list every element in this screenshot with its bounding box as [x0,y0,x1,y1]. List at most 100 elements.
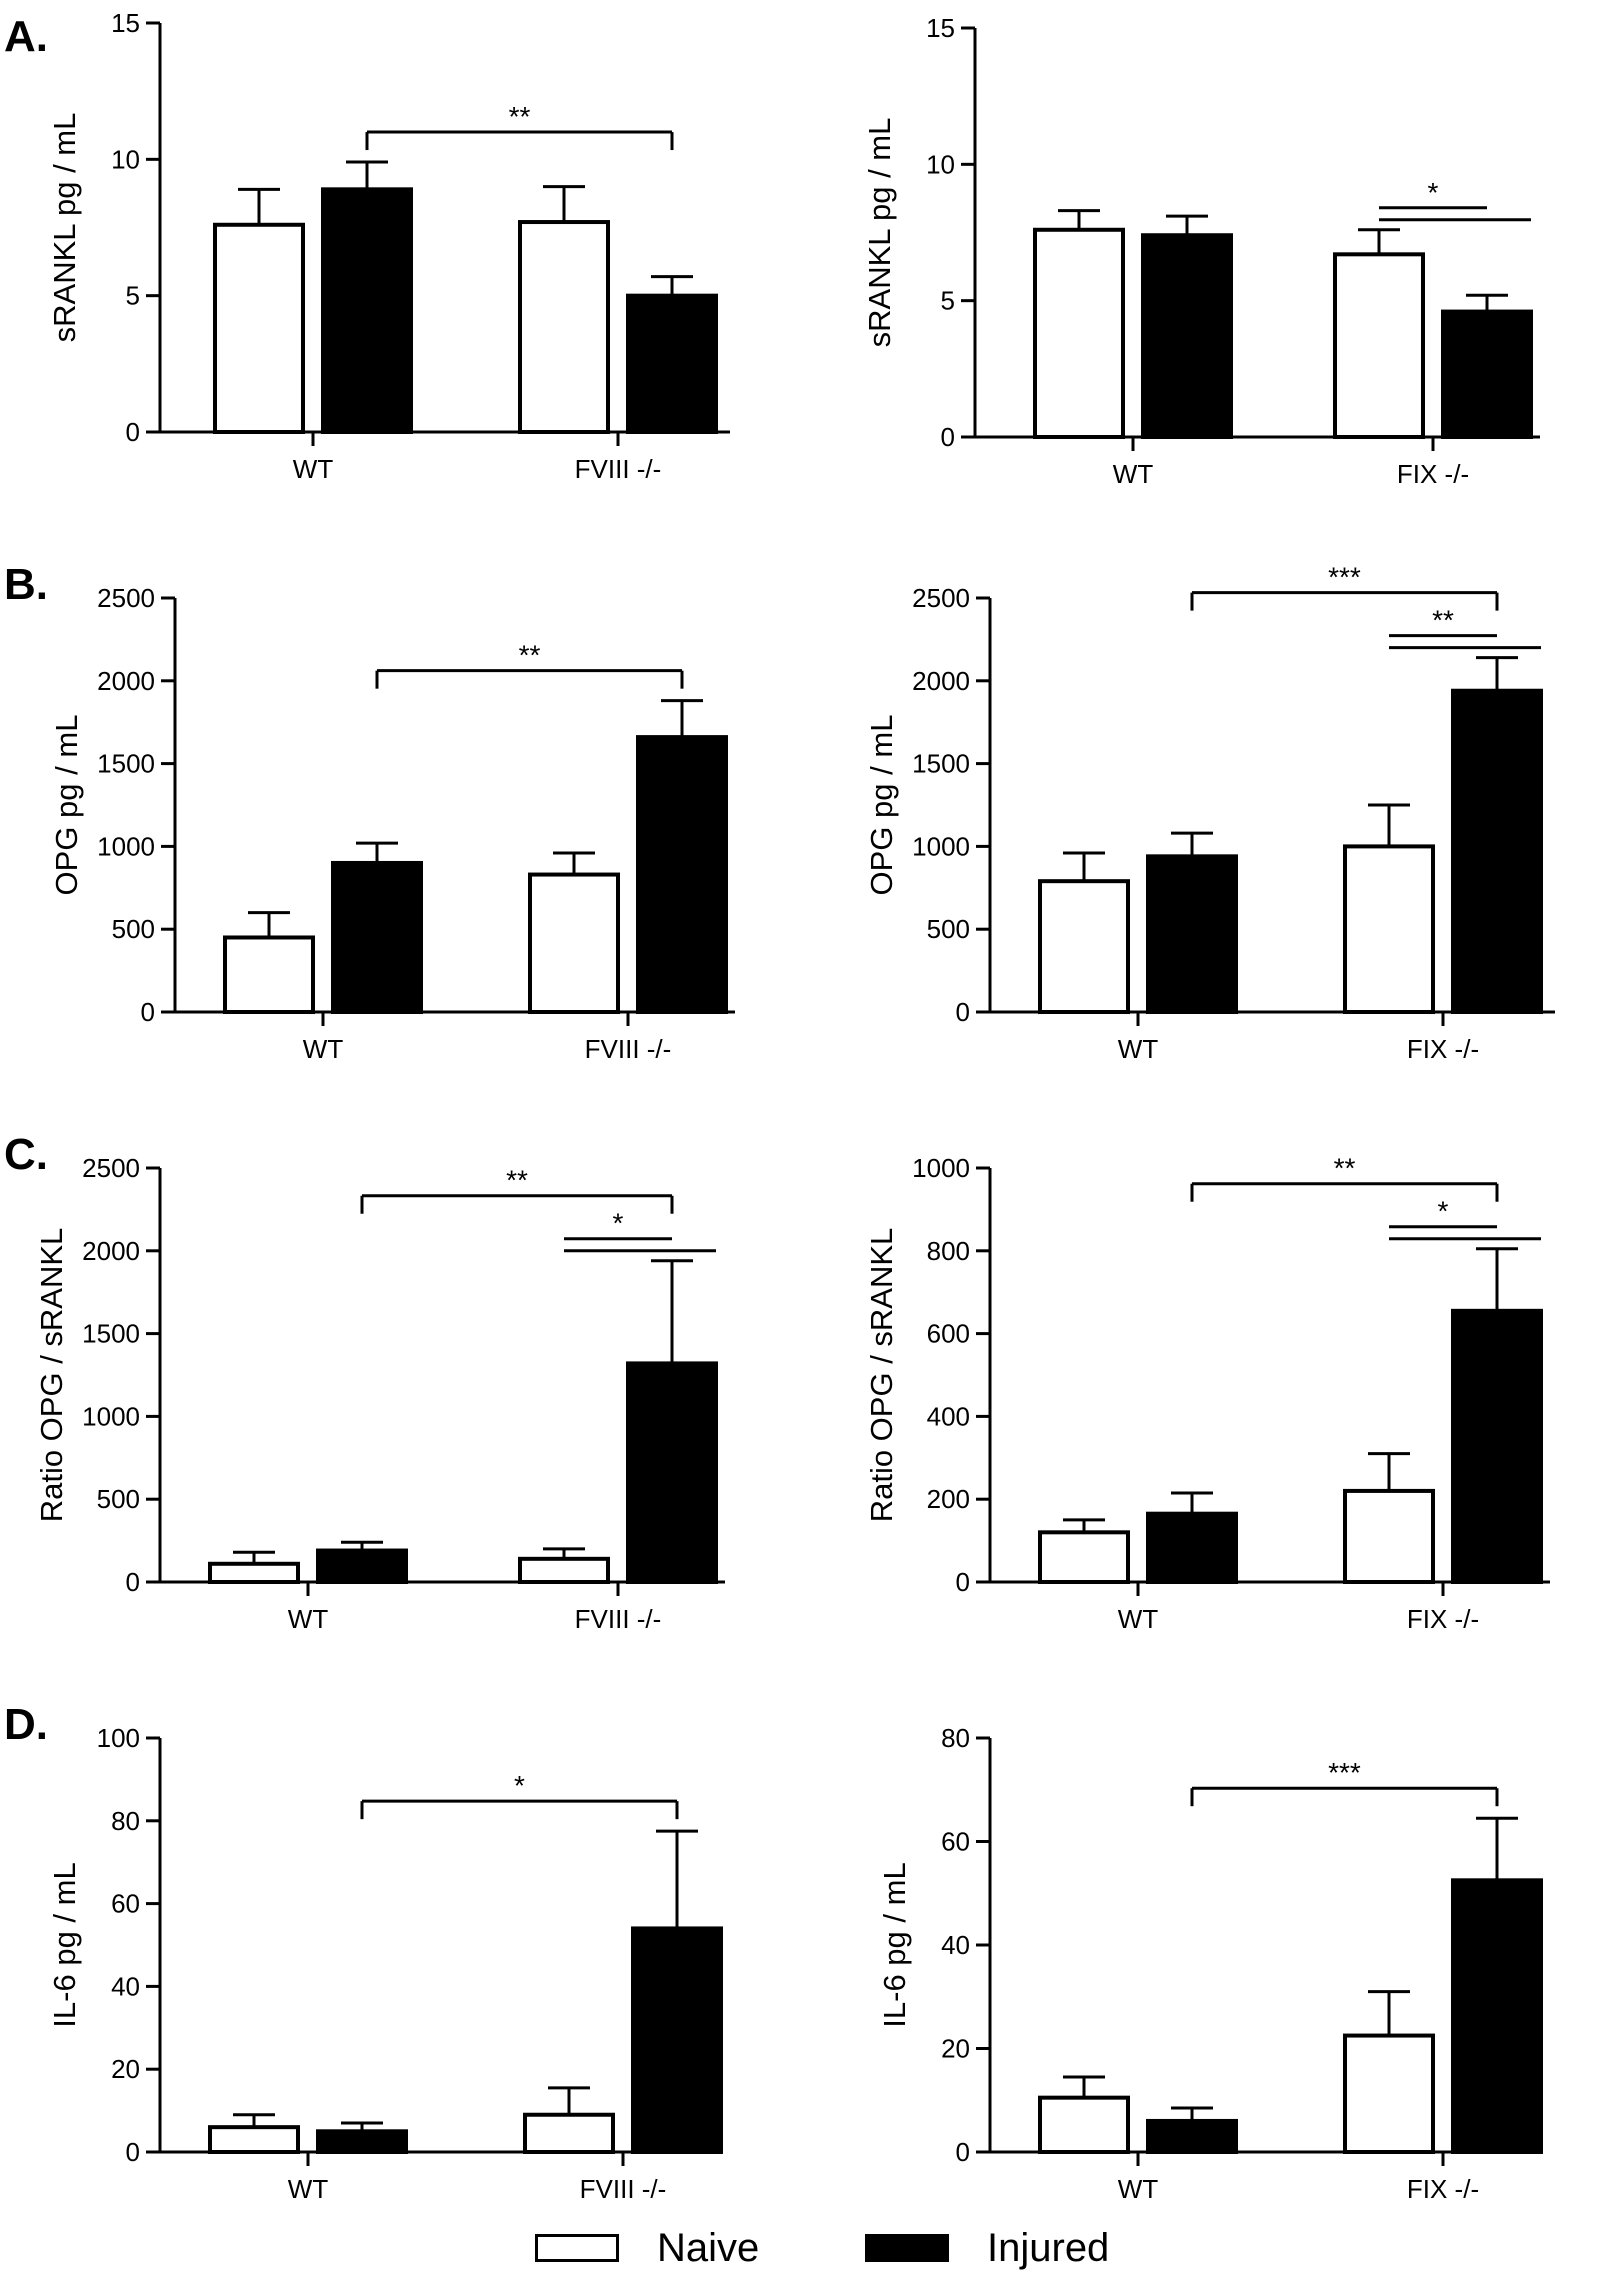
c-left-y-tick-label: 2500 [82,1153,140,1183]
legend-swatch-naive [535,2234,619,2262]
b-left-bar-naive [528,872,620,1014]
d-right-bar-injured [1146,2118,1238,2154]
c-left-bar-injured [316,1548,408,1585]
d-right-x-tick-label: FIX -/- [1407,2174,1479,2204]
d-left-bar-naive [208,2125,300,2154]
b-left-y-tick-label: 2000 [97,666,155,696]
b-right-y-tick-label: 2000 [912,666,970,696]
a-left-x-tick-label: FVIII -/- [575,454,662,484]
c-right-bar-injured [1146,1511,1238,1584]
b-right-y-label: OPG pg / mL [864,715,899,896]
d-right-bar-injured [1451,1878,1543,2154]
d-right-y-tick-label: 20 [941,2034,970,2064]
b-right-bar-naive [1038,879,1130,1015]
c-right-x-tick-label: FIX -/- [1407,1604,1479,1634]
a-left-y-tick-label: 10 [111,144,140,174]
a-right-x-tick-label: FIX -/- [1397,459,1469,489]
a-left-y-tick-label: 0 [126,417,140,447]
panel-letter-c: C. [4,1130,48,1179]
c-left-x-tick-label: WT [288,1604,329,1634]
b-left-y-tick-label: 2500 [97,583,155,613]
b-left-bar-injured [331,860,423,1015]
a-left-x-tick-label: WT [293,454,334,484]
legend: Naive Injured [535,2218,1235,2278]
d-right-y-tick-label: 60 [941,1827,970,1857]
d-left-y-tick-label: 40 [111,1971,140,2001]
c-right-y-tick-label: 800 [927,1236,970,1266]
b-right-significance-label: *** [1328,562,1361,593]
b-right-y-tick-label: 0 [956,997,970,1027]
legend-item-injured: Injured [865,2218,1109,2278]
c-right-y-tick-label: 600 [927,1319,970,1349]
d-left-bar-naive [523,2112,615,2154]
a-right-bar-naive [1033,227,1125,439]
panel-letter-b: B. [4,560,48,609]
b-right-x-tick-label: FIX -/- [1407,1034,1479,1064]
b-right-bar-naive [1343,844,1435,1015]
c-left-y-tick-label: 1500 [82,1319,140,1349]
c-left-bar-injured [626,1361,718,1584]
a-right-y-label: sRANKL pg / mL [862,118,897,348]
d-right-significance-label: *** [1328,1757,1361,1788]
b-left-y-label: OPG pg / mL [49,715,84,896]
a-left-bar-injured [321,187,413,434]
c-left-y-label: Ratio OPG / sRANKL [34,1228,69,1523]
a-right-bar-injured [1441,309,1533,439]
c-right-y-tick-label: 200 [927,1484,970,1514]
b-left-x-tick-label: WT [303,1034,344,1064]
legend-label-injured: Injured [987,2225,1110,2270]
c-left-significance-label: ** [506,1165,528,1196]
d-left-y-tick-label: 0 [126,2137,140,2167]
b-right-y-tick-label: 1500 [912,749,970,779]
a-right-y-tick-label: 15 [926,13,955,43]
b-right-bar-injured [1451,688,1543,1015]
b-left-y-tick-label: 500 [112,914,155,944]
c-right-bar-naive [1343,1488,1435,1585]
b-left-x-tick-label: FVIII -/- [585,1034,672,1064]
c-left-y-tick-label: 2000 [82,1236,140,1266]
c-right-x-tick-label: WT [1118,1604,1159,1634]
d-right-bar-naive [1038,2095,1130,2155]
a-right-significance-label: * [1428,177,1439,208]
b-left-bar-injured [636,735,728,1014]
b-right-y-tick-label: 1000 [912,831,970,861]
c-right-y-label: Ratio OPG / sRANKL [864,1228,899,1523]
b-left-y-tick-label: 1000 [97,831,155,861]
d-left-bar-injured [631,1926,723,2154]
c-left-y-tick-label: 1000 [82,1401,140,1431]
a-left-significance-label: ** [509,101,531,132]
c-left-x-tick-label: FVIII -/- [575,1604,662,1634]
c-left-bar-naive [208,1561,300,1585]
panel-letter-d: D. [4,1700,48,1749]
b-right-significance-label: ** [1432,605,1454,636]
d-right-y-tick-label: 40 [941,1930,970,1960]
legend-swatch-injured [865,2234,949,2262]
d-left-x-tick-label: FVIII -/- [580,2174,667,2204]
a-right-bar-naive [1333,252,1425,439]
d-left-y-tick-label: 60 [111,1889,140,1919]
b-right-y-tick-label: 500 [927,914,970,944]
d-left-bar-injured [316,2129,408,2155]
a-right-bar-injured [1141,233,1233,439]
c-right-y-tick-label: 400 [927,1401,970,1431]
d-right-y-tick-label: 0 [956,2137,970,2167]
b-right-y-tick-label: 2500 [912,583,970,613]
c-left-y-tick-label: 0 [126,1567,140,1597]
c-right-significance-label: * [1438,1196,1449,1227]
d-right-y-label: IL-6 pg / mL [877,1862,912,2027]
c-right-significance-label: ** [1334,1153,1356,1184]
d-right-bar-naive [1343,2033,1435,2154]
d-right-y-tick-label: 80 [941,1723,970,1753]
d-left-y-tick-label: 100 [97,1723,140,1753]
a-left-bar-naive [213,222,305,434]
legend-label-naive: Naive [657,2225,760,2270]
c-right-bar-naive [1038,1530,1130,1584]
c-right-bar-injured [1451,1308,1543,1584]
c-right-y-tick-label: 1000 [912,1153,970,1183]
panel-letter-a: A. [4,12,48,61]
d-left-y-tick-label: 80 [111,1806,140,1836]
c-right-y-tick-label: 0 [956,1567,970,1597]
b-left-y-tick-label: 1500 [97,749,155,779]
a-right-y-tick-label: 5 [941,286,955,316]
